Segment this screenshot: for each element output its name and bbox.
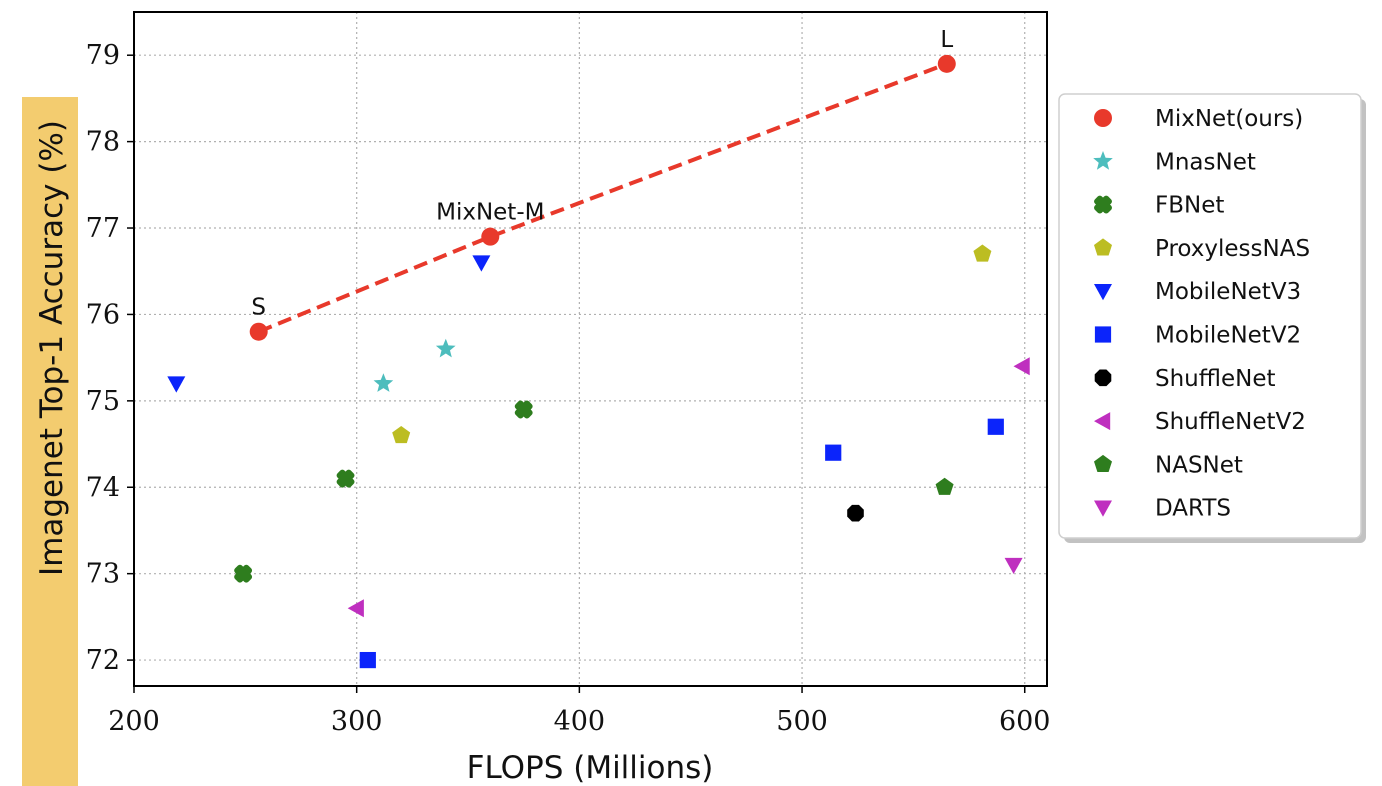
proxylessnas-point [973,244,992,262]
legend-marker [1094,284,1112,301]
legend-label: MnasNet [1155,149,1256,175]
y-tick-label: 76 [86,299,120,330]
legend-marker [1094,412,1111,431]
point-annotation: MixNet-M [436,200,544,226]
mobilenetv3-point [472,255,491,272]
mobilenetv2-point [825,444,842,461]
legend-marker [1094,326,1112,343]
legend-marker [1094,109,1112,127]
legend-label: ShuffleNet [1155,366,1276,392]
y-axis-label: Imagenet Top-1 Accuracy (%) [34,120,70,576]
legend-box [1058,93,1362,539]
legend: MixNet(ours) MnasNet FBNet ProxylessNAS Mobi… [1058,93,1366,543]
legend-marker [1094,500,1112,517]
legend-marker [1094,369,1112,387]
mixnet-ours-point [481,227,500,246]
axis-ticks: 200 300 400 500 600 72 73 74 75 76 77 78 79 [86,40,1051,737]
legend-label: FBNet [1155,193,1224,219]
legend-marker [1094,454,1112,472]
ylabel-highlight [22,97,78,786]
legend-label: ProxylessNAS [1155,236,1310,262]
point-annotation: L [940,27,953,53]
legend-label: NASNet [1155,452,1243,478]
mixnet-ours-point [249,322,268,341]
plot-frame [133,11,1048,687]
fbnet-point [234,564,253,583]
mobilenetv2-point [987,418,1004,435]
legend-marker [1093,151,1113,170]
mixnet-trendline [257,61,948,334]
mobilenetv3-point [167,376,186,393]
legend-label: MobileNetV2 [1155,323,1301,349]
y-tick-label: 79 [86,40,120,71]
nasnet-point [935,477,954,495]
legend-marker [1094,238,1112,256]
x-tick-label: 500 [776,706,828,737]
point-annotation: S [251,295,266,321]
x-tick-label: 200 [108,706,160,737]
shufflenetv2-point [1013,357,1030,376]
proxylessnas-point [392,426,411,444]
shufflenetv2-point [347,599,364,618]
x-tick-label: 300 [331,706,383,737]
legend-label: MobileNetV3 [1155,279,1301,305]
y-tick-label: 75 [86,386,120,417]
mixnet-ours-point [937,54,956,73]
y-tick-label: 77 [86,213,120,244]
mnasnet-point [373,373,394,392]
grid [133,12,1047,686]
x-axis-label: FLOPS (Millions) [467,750,714,786]
y-tick-label: 72 [86,645,120,676]
x-tick-label: 400 [554,706,606,737]
darts-point [1004,557,1023,575]
y-tick-label: 78 [86,127,120,158]
y-tick-label: 73 [86,559,120,590]
legend-label: DARTS [1155,496,1231,522]
data-points [167,54,1030,669]
y-tick-label: 74 [86,472,120,503]
x-tick-label: 600 [999,706,1051,737]
legend-label: ShuffleNetV2 [1155,409,1306,435]
mobilenetv2-point [359,651,376,669]
legend-marker [1094,195,1112,214]
mnasnet-point [435,338,456,358]
shufflenet-point [847,504,864,522]
fbnet-point [514,400,533,419]
trendline [257,61,948,334]
fbnet-point [336,469,355,488]
legend-label: MixNet(ours) [1155,106,1303,132]
annotations: S MixNet-M L [251,27,953,321]
